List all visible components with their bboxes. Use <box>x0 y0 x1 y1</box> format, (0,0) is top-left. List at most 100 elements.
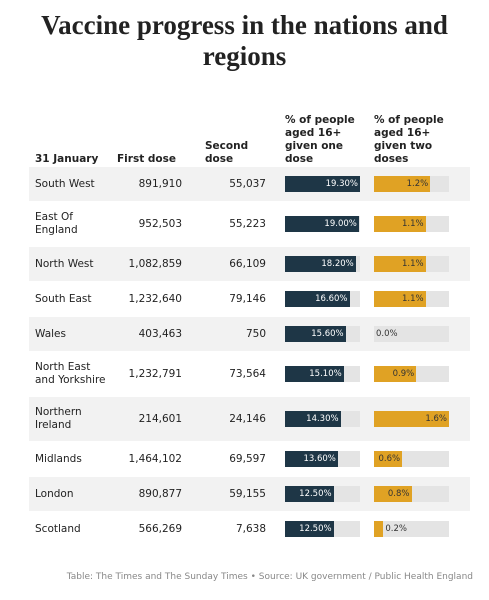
region: South West <box>35 177 95 190</box>
second-dose: 66,109 <box>229 257 266 270</box>
bar-label: 18.20% <box>321 259 354 269</box>
bar-track: 0.2% <box>374 521 449 537</box>
bar-label: 1.1% <box>401 219 424 229</box>
bar-label: 12.50% <box>299 524 332 534</box>
bar-track: 15.60% <box>285 326 360 342</box>
bar-track: 19.30% <box>285 176 360 192</box>
bar-cell: 19.00% <box>266 216 364 232</box>
bar-track: 0.0% <box>374 326 449 342</box>
bar-label: 19.30% <box>325 179 358 189</box>
bar-label: 15.60% <box>311 329 344 339</box>
bar-cell: 12.50% <box>266 521 364 537</box>
bar <box>285 486 334 502</box>
bar-cell: 16.60% <box>266 291 364 307</box>
bar <box>374 256 426 272</box>
first-dose: 1,232,640 <box>128 292 182 305</box>
title: Vaccine progress in the nations and regi… <box>41 10 448 71</box>
bar-track: 19.00% <box>285 216 360 232</box>
bar-label: 13.60% <box>303 454 336 464</box>
second-dose: 55,223 <box>229 217 266 230</box>
second-dose: 59,155 <box>229 487 266 500</box>
region: London <box>35 487 74 500</box>
column-header: 31 January <box>35 153 99 165</box>
bar-cell: 18.20% <box>266 256 364 272</box>
bar-cell: 0.9% <box>364 366 464 382</box>
bar-label: 19.00% <box>324 219 357 229</box>
region: Midlands <box>35 452 82 465</box>
bar-cell: 14.30% <box>266 411 364 427</box>
bar <box>374 291 426 307</box>
bar-cell: 1.1% <box>364 256 464 272</box>
bar-cell: 13.60% <box>266 451 364 467</box>
bar <box>285 291 350 307</box>
bar-cell: 1.1% <box>364 216 464 232</box>
table-row: North East and Yorkshire 1,232,791 73,564 1… <box>29 351 470 396</box>
bar <box>285 176 360 192</box>
bar-label: 0.2% <box>385 524 407 534</box>
second-dose: 750 <box>245 327 266 340</box>
bar-label: 1.1% <box>401 294 424 304</box>
first-dose: 214,601 <box>138 412 182 425</box>
bar-cell: 0.0% <box>364 326 464 342</box>
table-row: Midlands 1,464,102 69,597 13.60% 0.6% <box>29 441 470 476</box>
second-dose: 24,146 <box>229 412 266 425</box>
bar-track: 12.50% <box>285 486 360 502</box>
bar-label: 0.8% <box>387 489 410 499</box>
bar <box>374 176 431 192</box>
bar-label: 16.60% <box>315 294 348 304</box>
bar-cell: 19.30% <box>266 176 364 192</box>
first-dose: 403,463 <box>138 327 182 340</box>
bar-track: 13.60% <box>285 451 360 467</box>
table-row: Scotland 566,269 7,638 12.50% 0.2% <box>29 511 470 546</box>
first-dose: 891,910 <box>138 177 182 190</box>
table-row: East Of England 952,503 55,223 19.00% 1.1% <box>29 201 470 246</box>
bar-label: 14.30% <box>306 414 339 424</box>
column-header: % of people aged 16+ given one dose <box>285 114 355 165</box>
region: East Of England <box>35 211 78 236</box>
second-dose: 55,037 <box>229 177 266 190</box>
first-dose: 952,503 <box>138 217 182 230</box>
bar-cell: 1.6% <box>364 411 464 427</box>
bar <box>374 366 417 382</box>
bar-label: 0.0% <box>376 329 398 339</box>
header-row: 31 January First dose Second dose % of p… <box>29 100 470 166</box>
column-header: Second dose <box>205 140 249 165</box>
bar-cell: 1.1% <box>364 291 464 307</box>
second-dose: 79,146 <box>229 292 266 305</box>
table-body: South West 891,910 55,037 19.30% 1.2% East Of… <box>29 166 470 546</box>
table-row: Northern Ireland 214,601 24,146 14.30% 1.6% <box>29 396 470 441</box>
bar <box>285 216 359 232</box>
bar-cell: 12.50% <box>266 486 364 502</box>
bar-track: 18.20% <box>285 256 360 272</box>
table: 31 January First dose Second dose % of p… <box>29 100 470 546</box>
bar <box>374 486 412 502</box>
bar <box>285 521 334 537</box>
bar-track: 0.8% <box>374 486 449 502</box>
table-row: North West 1,082,859 66,109 18.20% 1.1% <box>29 246 470 281</box>
bar <box>285 451 338 467</box>
bar-track: 1.2% <box>374 176 449 192</box>
first-dose: 1,232,791 <box>128 367 182 380</box>
bar-cell: 0.2% <box>364 521 464 537</box>
bar-track: 0.9% <box>374 366 449 382</box>
region: South East <box>35 292 92 305</box>
first-dose: 1,464,102 <box>128 452 182 465</box>
bar <box>374 521 384 537</box>
table-row: Wales 403,463 750 15.60% 0.0% <box>29 316 470 351</box>
bar-cell: 15.10% <box>266 366 364 382</box>
bar-label: 0.9% <box>392 369 415 379</box>
region: Northern Ireland <box>35 406 82 431</box>
bar-track: 1.6% <box>374 411 449 427</box>
bar-cell: 0.8% <box>364 486 464 502</box>
bar <box>374 216 426 232</box>
region: Scotland <box>35 522 81 535</box>
first-dose: 566,269 <box>138 522 182 535</box>
region: Wales <box>35 327 66 340</box>
table-row: London 890,877 59,155 12.50% 0.8% <box>29 476 470 511</box>
region: North East and Yorkshire <box>35 361 106 386</box>
bar-track: 1.1% <box>374 291 449 307</box>
bar-track: 15.10% <box>285 366 360 382</box>
bar-cell: 0.6% <box>364 451 464 467</box>
first-dose: 890,877 <box>138 487 182 500</box>
second-dose: 73,564 <box>229 367 266 380</box>
